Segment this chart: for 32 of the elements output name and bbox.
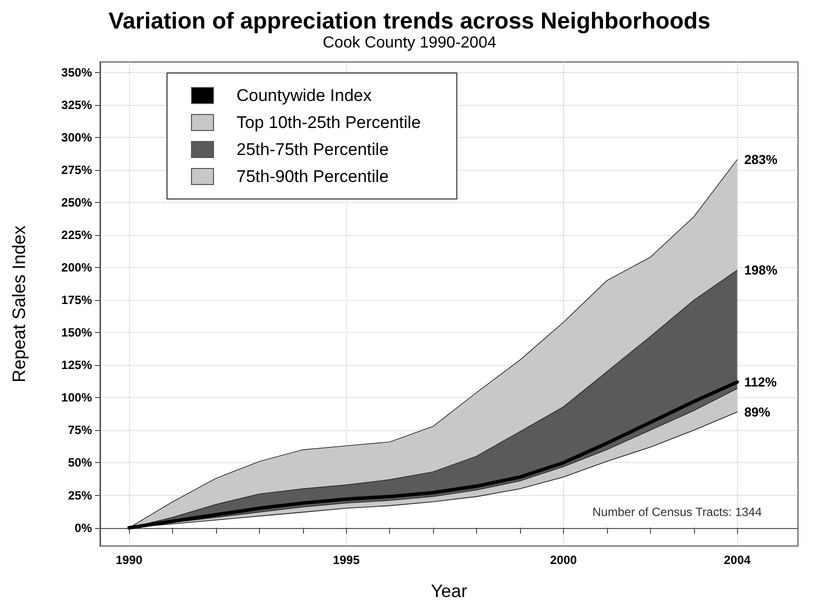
legend-label: 25th-75th Percentile: [236, 140, 389, 159]
x-tick-label: 2000: [550, 553, 578, 567]
y-axis-title: Repeat Sales Index: [9, 225, 29, 383]
y-tick-label: 275%: [61, 162, 92, 177]
y-tick-label: 175%: [61, 293, 92, 308]
y-tick-label: 250%: [61, 196, 92, 210]
y-tick-label: 350%: [61, 65, 92, 80]
data-label: 89%: [744, 404, 771, 420]
y-tick-label: 50%: [68, 456, 92, 470]
y-tick-label: 125%: [61, 358, 92, 372]
y-tick-label: 325%: [61, 98, 92, 112]
legend-label: Countywide Index: [236, 86, 372, 105]
y-tick-label: 25%: [68, 488, 92, 502]
x-tick-label: 2004: [724, 553, 751, 567]
chart-title: Variation of appreciation trends across Neighborhoods: [108, 8, 710, 34]
y-tick-label: 150%: [61, 326, 92, 340]
y-tick-label: 300%: [61, 130, 92, 144]
y-tick-label: 0%: [74, 520, 92, 535]
legend-label: 75th-90th Percentile: [236, 167, 389, 186]
x-tick-label: 1990: [116, 553, 143, 567]
y-tick-label: 100%: [61, 390, 92, 405]
annotation: Number of Census Tracts: 1344: [592, 505, 762, 519]
legend-label: Top 10th-25th Percentile: [236, 113, 421, 132]
y-tick-label: 225%: [61, 228, 92, 242]
chart-subtitle: Cook County 1990-2004: [322, 34, 496, 52]
x-tick-label: 1995: [332, 553, 360, 567]
y-tick-label: 75%: [68, 423, 92, 438]
y-tick-label: 200%: [61, 260, 92, 275]
data-label: 283%: [744, 152, 778, 168]
x-axis-title: Year: [430, 581, 468, 601]
data-label: 198%: [744, 262, 778, 278]
data-label: 112%: [744, 374, 778, 390]
